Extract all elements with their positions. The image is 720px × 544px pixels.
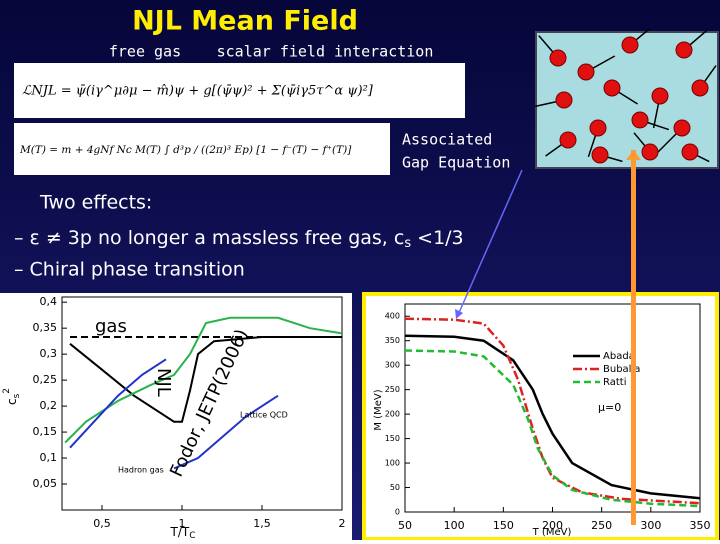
y-tick-label: 0,15 bbox=[33, 425, 58, 438]
x-tick-label: 100 bbox=[444, 519, 465, 532]
arrow bbox=[457, 169, 523, 316]
label: scalar field interaction bbox=[217, 43, 434, 61]
particle bbox=[631, 111, 649, 129]
particle bbox=[673, 119, 691, 137]
text: <1/3 bbox=[411, 227, 464, 249]
equation: M(T) = m + 4gNf Nc M(T) ∫ d³p / ((2π)³ E… bbox=[19, 144, 352, 156]
legend-label: Buballa bbox=[603, 364, 640, 375]
particles bbox=[535, 28, 717, 164]
particle bbox=[641, 143, 659, 161]
y-tick-label: 0,35 bbox=[33, 321, 58, 334]
y-tick-label: 250 bbox=[385, 385, 400, 394]
x-tick-label: 200 bbox=[542, 519, 563, 532]
text: 2 bbox=[2, 388, 12, 394]
x-tick-label: 2 bbox=[339, 517, 346, 530]
y-tick-label: 0,3 bbox=[40, 347, 58, 360]
series-line bbox=[173, 394, 279, 470]
series-line bbox=[69, 336, 342, 423]
y-tick-label: 0,1 bbox=[40, 451, 58, 464]
y-axis-label: M (MeV) bbox=[373, 389, 384, 430]
arrow-head bbox=[626, 150, 641, 160]
annotation: Lattice QCD bbox=[240, 411, 288, 420]
annotation: NJL bbox=[153, 368, 174, 397]
particle bbox=[559, 131, 577, 149]
particle bbox=[675, 41, 693, 59]
equation: ℒNJL = ψ̄(iγ^μ∂μ − m̂)ψ + g[(ψ̄ψ)² + Σ(ψ… bbox=[22, 84, 374, 99]
x-tick-label: 50 bbox=[398, 519, 412, 532]
annotation: Hadron gas bbox=[118, 466, 164, 475]
x-tick-label: 0,5 bbox=[93, 517, 111, 530]
title: NJL Mean Field bbox=[132, 6, 358, 37]
particle bbox=[555, 91, 573, 109]
text: s bbox=[404, 236, 411, 251]
label: Associated bbox=[402, 131, 492, 149]
y-tick-label: 0 bbox=[395, 508, 400, 517]
y-tick-label: 150 bbox=[385, 434, 400, 443]
x-tick-label: 300 bbox=[640, 519, 661, 532]
label: Gap Equation bbox=[402, 154, 510, 172]
y-tick-label: 0,25 bbox=[33, 373, 58, 386]
legend-label: Abada bbox=[603, 351, 635, 362]
y-tick-label: 0,4 bbox=[40, 295, 58, 308]
particle bbox=[621, 36, 639, 54]
arrow-head bbox=[455, 309, 463, 319]
y-tick-label: 50 bbox=[390, 483, 400, 492]
y-tick-label: 400 bbox=[385, 312, 400, 321]
y-tick-label: 350 bbox=[385, 336, 400, 345]
x-tick-label: 150 bbox=[493, 519, 514, 532]
y-tick-label: 0,05 bbox=[33, 477, 58, 490]
x-tick-label: 1 bbox=[179, 517, 186, 530]
plot-frame bbox=[61, 296, 343, 511]
y-tick-label: 300 bbox=[385, 361, 400, 370]
text: C bbox=[189, 531, 195, 541]
bullet: – Chiral phase transition bbox=[14, 259, 245, 281]
bullet: – ε ≠ 3p no longer a massless free gas, … bbox=[14, 227, 464, 251]
particle bbox=[589, 119, 607, 137]
particle bbox=[691, 79, 709, 97]
text: – ε ≠ 3p no longer a massless free gas, … bbox=[14, 227, 404, 249]
x-axis-label: T/TC bbox=[170, 525, 196, 541]
y-tick-label: 200 bbox=[385, 410, 400, 419]
annotation: gas bbox=[95, 316, 127, 337]
particle bbox=[603, 79, 621, 97]
x-tick-label: 250 bbox=[591, 519, 612, 532]
series-line bbox=[404, 334, 701, 500]
equation-box bbox=[14, 123, 390, 175]
series-line bbox=[69, 358, 167, 449]
series-line bbox=[404, 349, 701, 508]
x-axis-label: T (MeV) bbox=[532, 527, 572, 538]
x-tick-label: 350 bbox=[690, 519, 711, 532]
label: free gas bbox=[109, 43, 181, 61]
arrow bbox=[631, 150, 636, 525]
equation-box bbox=[14, 63, 465, 118]
particle bbox=[591, 146, 609, 164]
annotation: μ=0 bbox=[598, 401, 621, 414]
particle bbox=[549, 49, 567, 67]
y-tick-label: 100 bbox=[385, 459, 400, 468]
particle bbox=[577, 63, 595, 81]
text: s bbox=[12, 393, 22, 398]
legend-label: Ratti bbox=[603, 377, 626, 388]
y-tick-label: 0,2 bbox=[40, 399, 58, 412]
particle bbox=[651, 87, 669, 105]
chart-panel bbox=[362, 292, 719, 541]
text: T/T bbox=[170, 525, 190, 539]
particle bbox=[681, 143, 699, 161]
text: c bbox=[5, 398, 19, 405]
heading: Two effects: bbox=[39, 192, 152, 214]
chart-panel bbox=[0, 293, 352, 540]
x-tick-label: 1,5 bbox=[253, 517, 271, 530]
y-axis-label: cs2 bbox=[2, 388, 22, 405]
